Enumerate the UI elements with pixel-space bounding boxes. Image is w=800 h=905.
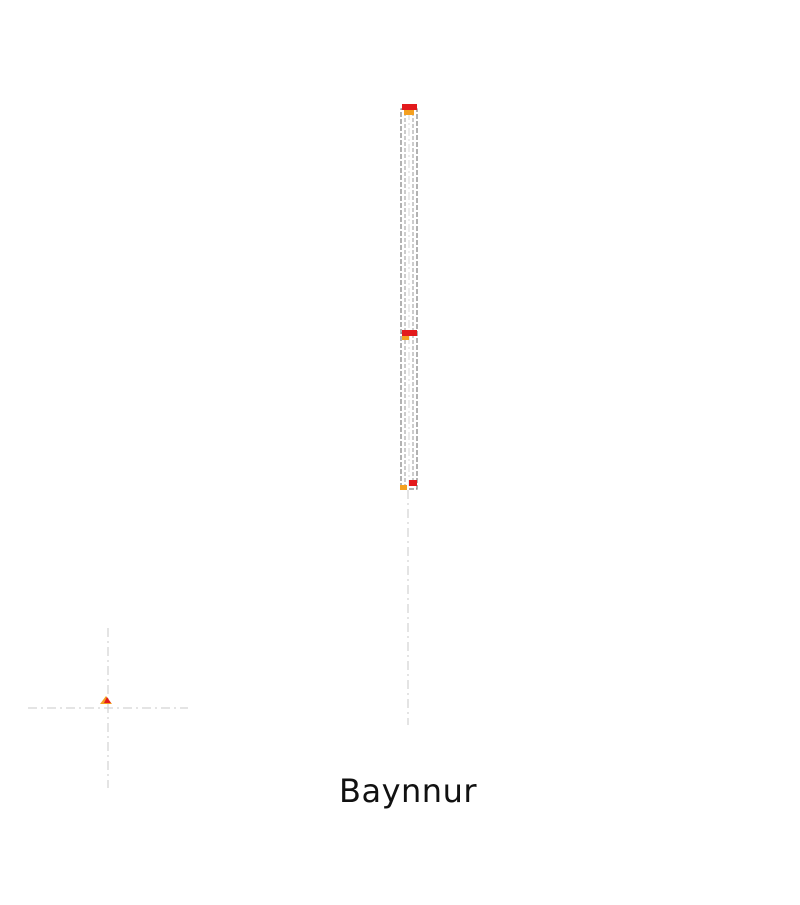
top-marker-red [402, 104, 417, 110]
top-marker-orange [404, 110, 414, 115]
crosshair-marker-red [104, 697, 111, 703]
bottom-marker-orange [400, 485, 407, 490]
bottom-marker-red [409, 480, 417, 486]
middle-marker-red [402, 330, 417, 336]
diagram-caption: Baynnur [339, 772, 477, 810]
middle-marker-orange [402, 336, 409, 340]
